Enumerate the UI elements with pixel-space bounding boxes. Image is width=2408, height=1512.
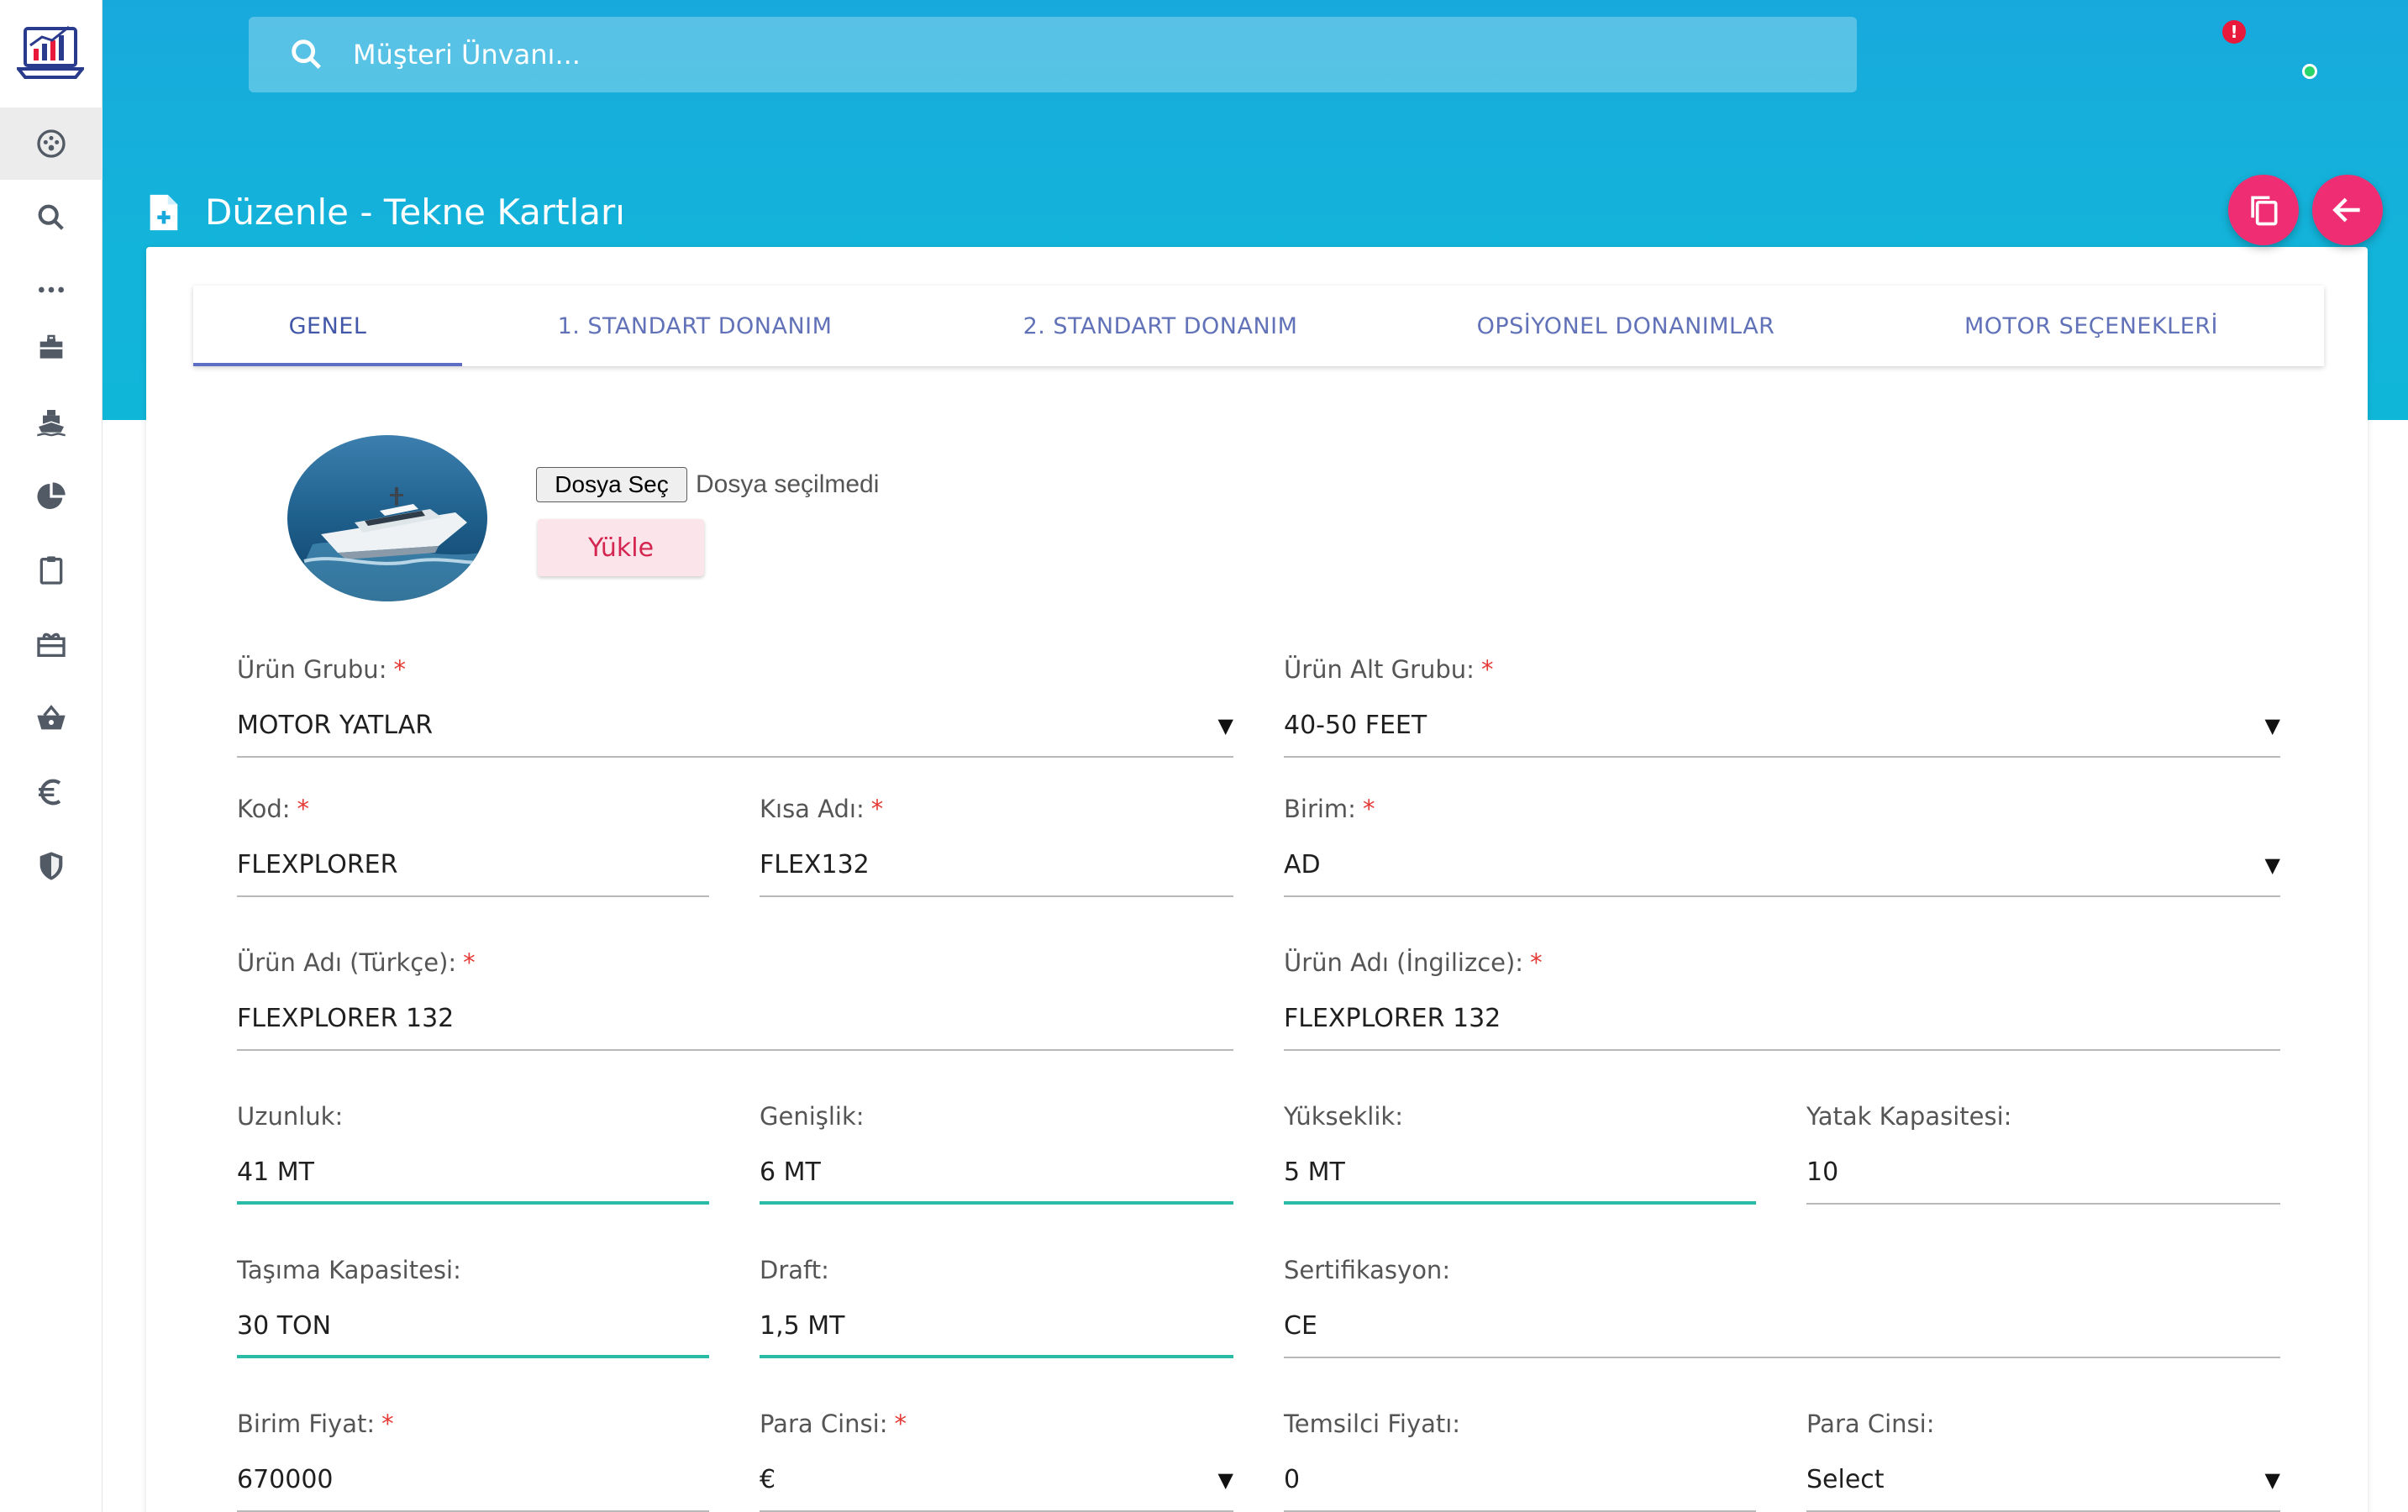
choose-file-button[interactable]: Dosya Seç xyxy=(536,467,687,502)
sidebar-item-more[interactable] xyxy=(0,254,103,326)
copy-button[interactable] xyxy=(2228,175,2299,245)
chevron-down-icon: ▼ xyxy=(2264,714,2280,738)
online-status-dot xyxy=(2302,64,2317,79)
kisa-adi-input[interactable]: FLEX132 xyxy=(760,850,870,879)
search-bar[interactable] xyxy=(249,17,1857,92)
chevron-down-icon: ▼ xyxy=(1217,714,1233,738)
more-icon xyxy=(39,286,64,293)
notification-badge: ! xyxy=(2222,20,2246,44)
copy-icon xyxy=(2251,196,2278,226)
birim-fiyat-input[interactable]: 670000 xyxy=(237,1465,334,1494)
chevron-down-icon: ▼ xyxy=(2264,1468,2280,1492)
sidebar-item-ship[interactable] xyxy=(0,386,103,459)
euro-icon xyxy=(39,779,61,806)
tab-standart-donanim-2[interactable]: 2. STANDART DONANIM xyxy=(1023,312,1298,339)
app-logo[interactable] xyxy=(14,20,87,84)
pie-chart-icon xyxy=(37,482,66,509)
clipboard-icon xyxy=(39,556,63,585)
dashboard-icon xyxy=(37,129,66,158)
add-document-icon xyxy=(150,194,178,230)
back-button[interactable] xyxy=(2312,175,2383,245)
chevron-down-icon: ▼ xyxy=(2264,853,2280,877)
urun-alt-grubu-select[interactable]: 40-50 FEET xyxy=(1284,711,1427,740)
search-input[interactable] xyxy=(353,39,1781,71)
yatak-kapasitesi-input[interactable]: 10 xyxy=(1806,1158,1839,1187)
genislik-input[interactable]: 6 MT xyxy=(760,1158,821,1187)
sidebar-item-reports[interactable] xyxy=(0,460,103,533)
para-cinsi-2-select[interactable]: Select xyxy=(1806,1465,1885,1494)
search-icon xyxy=(38,204,64,230)
shield-icon xyxy=(39,852,63,880)
gift-icon xyxy=(37,633,66,657)
briefcase-icon xyxy=(39,334,63,359)
form-card: GENEL 1. STANDART DONANIM 2. STANDART DO… xyxy=(146,247,2368,1512)
tab-bar: GENEL 1. STANDART DONANIM 2. STANDART DO… xyxy=(193,286,2324,366)
sidebar-item-briefcase[interactable] xyxy=(0,312,103,385)
sidebar-item-dashboard[interactable] xyxy=(0,108,103,180)
kod-input[interactable]: FLEXPLORER xyxy=(237,850,398,879)
upload-button[interactable]: Yükle xyxy=(538,519,704,576)
birim-select[interactable]: AD xyxy=(1284,850,1321,879)
urun-adi-tr-input[interactable]: FLEXPLORER 132 xyxy=(237,1004,455,1033)
sidebar-item-search[interactable] xyxy=(0,181,103,254)
urun-adi-en-input[interactable]: FLEXPLORER 132 xyxy=(1284,1004,1501,1033)
uzunluk-input[interactable]: 41 MT xyxy=(237,1158,314,1187)
sidebar-item-finance[interactable] xyxy=(0,756,103,828)
sidebar-item-clipboard[interactable] xyxy=(0,534,103,606)
urun-grubu-select[interactable]: MOTOR YATLAR xyxy=(237,711,434,740)
temsilci-fiyati-input[interactable]: 0 xyxy=(1284,1465,1301,1494)
page-header: Düzenle - Tekne Kartları xyxy=(146,192,625,233)
search-icon xyxy=(292,39,322,70)
tasima-kapasitesi-input[interactable]: 30 TON xyxy=(237,1311,332,1341)
chevron-down-icon: ▼ xyxy=(1217,1468,1233,1492)
sidebar-item-gift[interactable] xyxy=(0,608,103,680)
arrow-left-icon xyxy=(2332,197,2360,223)
para-cinsi-select[interactable]: € xyxy=(760,1465,776,1494)
file-status-text: Dosya seçilmedi xyxy=(696,470,880,498)
product-image xyxy=(287,435,487,601)
page-title: Düzenle - Tekne Kartları xyxy=(205,192,625,233)
tab-standart-donanim-1[interactable]: 1. STANDART DONANIM xyxy=(557,312,833,339)
sidebar xyxy=(0,0,103,1512)
basket-icon xyxy=(37,705,66,730)
sidebar-item-security[interactable] xyxy=(0,830,103,902)
tab-motor-secenekleri[interactable]: MOTOR SEÇENEKLERİ xyxy=(1964,312,2219,339)
tab-genel[interactable]: GENEL xyxy=(193,286,462,366)
yukseklik-input[interactable]: 5 MT xyxy=(1284,1158,1345,1187)
sertifikasyon-input[interactable]: CE xyxy=(1284,1311,1317,1341)
sidebar-item-basket[interactable] xyxy=(0,682,103,754)
ship-icon xyxy=(37,410,66,437)
tab-opsiyonel-donanimlar[interactable]: OPSİYONEL DONANIMLAR xyxy=(1476,312,1775,339)
draft-input[interactable]: 1,5 MT xyxy=(760,1311,845,1341)
